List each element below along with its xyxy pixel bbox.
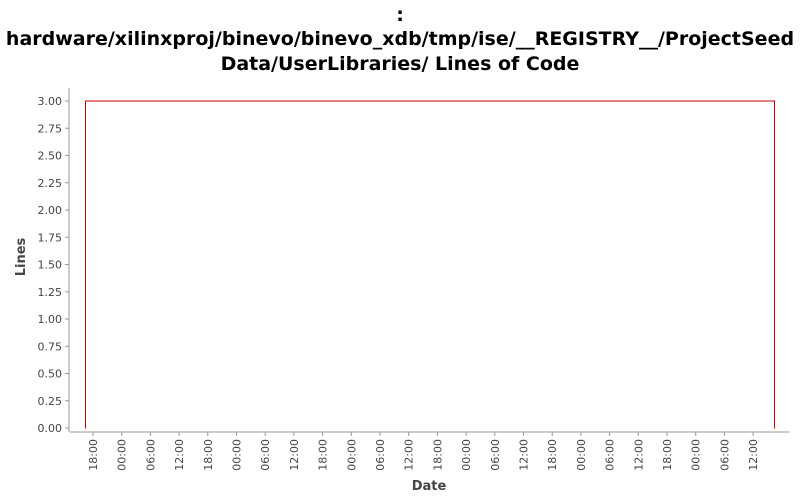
y-tick-label: 3.00	[38, 95, 63, 108]
x-tick-label: 18:00	[546, 439, 559, 471]
x-tick-label: 12:00	[403, 439, 416, 471]
x-tick-label: 00:00	[575, 439, 588, 471]
x-tick-label: 18:00	[87, 439, 100, 471]
x-axis-title: Date	[412, 479, 447, 494]
y-tick-label: 0.00	[38, 422, 63, 435]
x-tick-label: 12:00	[173, 439, 186, 471]
x-tick-label: 06:00	[144, 439, 157, 471]
data-point	[773, 100, 776, 102]
chart-title-line-3: Data/UserLibraries/ Lines of Code	[220, 53, 580, 75]
x-tick-label: 00:00	[116, 439, 129, 471]
x-tick-label: 18:00	[661, 439, 674, 471]
x-tick-label: 06:00	[259, 439, 272, 471]
x-tick-label: 00:00	[231, 439, 244, 471]
y-tick-label: 1.25	[38, 286, 63, 299]
chart-title-line-1: :	[396, 4, 404, 26]
y-tick-label: 2.00	[38, 204, 63, 217]
x-tick-label: 00:00	[345, 439, 358, 471]
data-point	[773, 427, 776, 429]
y-axis-title: Lines	[14, 237, 29, 276]
x-tick-label: 18:00	[431, 439, 444, 471]
y-tick-label: 0.25	[38, 395, 63, 408]
x-tick-label: 06:00	[718, 439, 731, 471]
y-tick-label: 0.50	[38, 368, 63, 381]
x-tick-label: 00:00	[460, 439, 473, 471]
y-tick-label: 1.75	[38, 231, 63, 244]
x-tick-label: 06:00	[604, 439, 617, 471]
y-tick-label: 1.00	[38, 313, 63, 326]
series-layer	[84, 100, 776, 429]
chart-title-line-2: hardware/xilinxproj/binevo/binevo_xdb/tm…	[5, 28, 795, 50]
x-tick-label: 18:00	[202, 439, 215, 471]
y-tick-label: 2.50	[38, 150, 63, 163]
x-tick-label: 12:00	[518, 439, 531, 471]
y-tick-label: 1.50	[38, 259, 63, 272]
x-tick-label: 00:00	[690, 439, 703, 471]
y-axis: 0.00 0.25 0.50 0.75 1.00 1.25 1.50 1.75 2.00 2.25…	[38, 88, 70, 435]
x-tick-label: 18:00	[317, 439, 330, 471]
y-tick-label: 2.25	[38, 177, 63, 190]
y-tick-label: 2.75	[38, 122, 63, 135]
y-tick-label: 0.75	[38, 340, 63, 353]
x-tick-label: 12:00	[632, 439, 645, 471]
x-axis: 18:00 00:00 06:00 12:00 18:00 00:00 06:00 12:00…	[70, 431, 789, 471]
series-line	[85, 100, 775, 428]
data-point	[84, 427, 87, 429]
x-tick-label: 12:00	[288, 439, 301, 471]
x-tick-label: 12:00	[747, 439, 760, 471]
x-tick-label: 06:00	[374, 439, 387, 471]
plot-area	[70, 88, 789, 432]
data-point	[84, 100, 87, 102]
x-tick-label: 06:00	[489, 439, 502, 471]
